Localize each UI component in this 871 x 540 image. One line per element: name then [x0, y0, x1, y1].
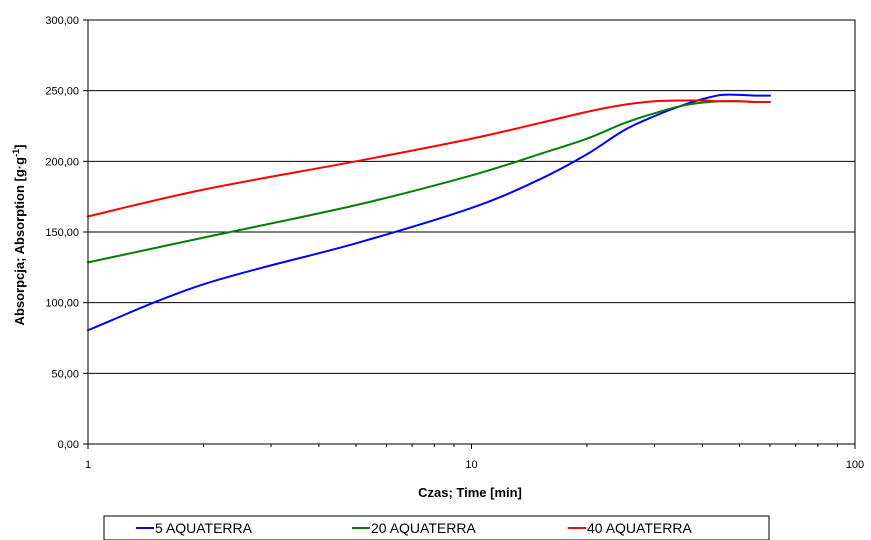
legend-label: 5 AQUATERRA	[155, 520, 253, 536]
x-tick-label: 1	[85, 459, 91, 471]
x-axis-title: Czas; Time [min]	[418, 485, 522, 500]
series-lines	[87, 93, 771, 332]
y-axis-title-main: Absorpcja; Absorption [g·g	[12, 157, 27, 326]
legend-label: 20 AQUATERRA	[371, 520, 476, 536]
x-tick-label: 100	[846, 459, 864, 471]
y-tick-label: 150,00	[45, 227, 79, 239]
y-tick-label: 100,00	[45, 298, 79, 310]
y-tick-labels: 0,00 50,00 100,00 150,00 200,00 250,00 300,00	[45, 15, 79, 451]
y-tick-label: 250,00	[45, 86, 79, 98]
legend-box	[103, 515, 770, 540]
y-tick-label: 50,00	[51, 368, 79, 380]
plot-area-border	[87, 19, 856, 445]
y-axis-title-suffix: ]	[12, 145, 27, 149]
grid-lines	[83, 19, 856, 449]
series-line-5-aquaterra	[87, 93, 771, 332]
series-line-40-aquaterra	[87, 99, 771, 218]
y-tick-label: 200,00	[45, 156, 79, 168]
series-line-20-aquaterra	[87, 100, 771, 264]
y-tick-label: 0,00	[58, 439, 79, 451]
y-tick-label: 300,00	[45, 15, 79, 27]
x-tick-label: 10	[465, 459, 477, 471]
y-axis-title: Absorpcja; Absorption [g·g-1]	[11, 145, 27, 326]
legend-label: 40 AQUATERRA	[587, 520, 692, 536]
y-axis-title-superscript: -1	[11, 149, 21, 157]
legend: 5 AQUATERRA 20 AQUATERRA 40 AQUATERRA	[103, 515, 770, 540]
x-tick-labels: 1 10 100	[85, 459, 864, 471]
